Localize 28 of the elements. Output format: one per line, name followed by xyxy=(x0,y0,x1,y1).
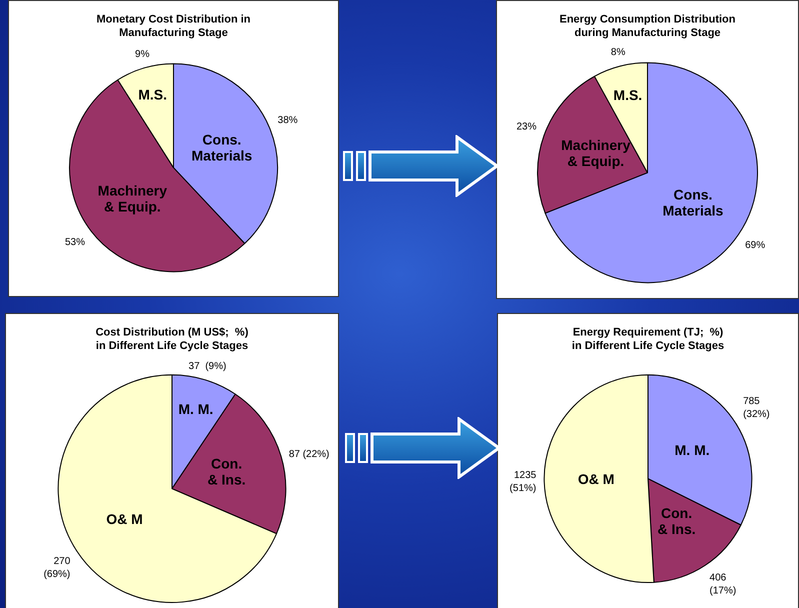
data-label: 69% xyxy=(745,240,766,251)
chart-title: Energy Requirement (TJ; %) in Different Life Cycle Stages xyxy=(572,326,724,352)
data-label: 87 (22%) xyxy=(288,448,330,460)
slice-label: M. M. xyxy=(178,401,214,418)
data-label: 8% xyxy=(610,47,626,58)
chart-title: Monetary Cost Distribution in Manufacturing Stage xyxy=(96,14,251,39)
data-label: 1235 (51%) xyxy=(510,470,537,494)
data-label: 38% xyxy=(278,115,298,126)
chart-title: Cost Distribution (M US$; %) in Different Life Cycle Stages xyxy=(96,326,249,352)
data-label: 785 (32%) xyxy=(743,396,770,420)
chart-title: Energy Consumption Distribution during Manufacturing Stage xyxy=(560,14,736,39)
slice-label: M.S. xyxy=(138,86,167,103)
data-label: 23% xyxy=(516,121,537,132)
data-label: 53% xyxy=(64,237,86,248)
slice-label: Con. & Ins. xyxy=(658,504,696,537)
data-label: 406 (17%) xyxy=(710,572,736,596)
slice-label: Machinery & Equip. xyxy=(561,136,631,169)
slice-label: O& M xyxy=(106,510,143,527)
slice-label: Cons. Materials xyxy=(662,186,724,218)
data-label: 9% xyxy=(135,48,150,60)
slice-label: M. M. xyxy=(674,442,710,458)
data-label: 270 (69%) xyxy=(44,556,71,580)
slice-label: O& M xyxy=(578,471,614,488)
slice-label: M.S. xyxy=(613,86,642,103)
data-label: 37 (9%) xyxy=(188,360,226,372)
slice-label: Machinery & Equip. xyxy=(98,182,168,214)
slice-label: Con. & Ins. xyxy=(208,455,246,488)
slice-label: Cons. Materials xyxy=(191,131,252,164)
